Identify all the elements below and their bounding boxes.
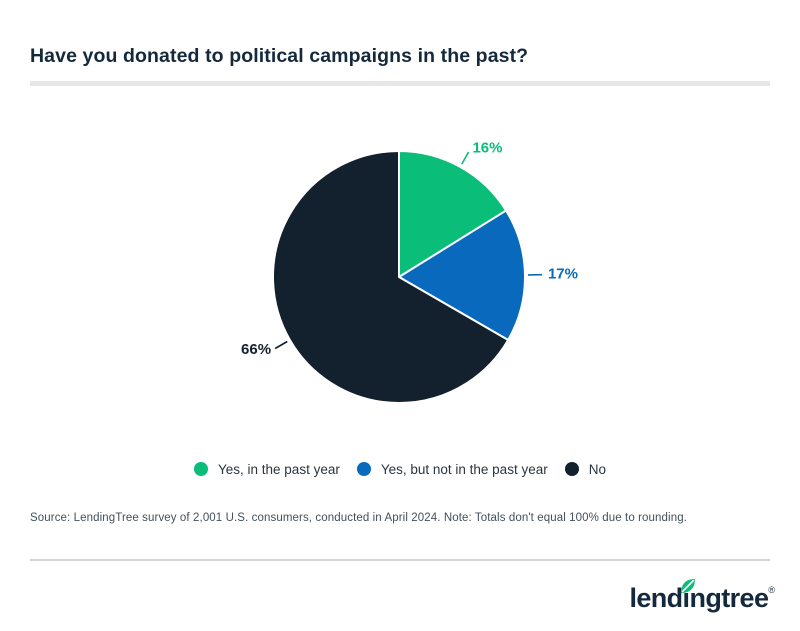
slice-label-no: 66%	[241, 340, 272, 358]
title-divider	[30, 81, 770, 86]
slice-label-yes-past-year: 16%	[472, 139, 503, 157]
pie-slice-1	[398, 209, 526, 341]
legend-label: No	[588, 461, 606, 477]
leaf-icon	[681, 579, 696, 593]
slice-leader-line-0	[461, 151, 470, 165]
legend-dot-icon	[194, 462, 208, 476]
chart-title: Have you donated to political campaigns …	[30, 45, 529, 67]
registered-trademark-icon: ®	[768, 585, 775, 595]
pie-chart: 16% 17% 66%	[241, 121, 578, 433]
pie-svg	[272, 150, 542, 404]
lendingtree-logo: lendingtree®	[629, 579, 775, 613]
source-note: Source: LendingTree survey of 2,001 U.S.…	[30, 512, 687, 524]
legend-label: Yes, but not in the past year	[380, 461, 548, 477]
legend-item-no: No	[564, 461, 606, 477]
logo-wordmark: lendingtree	[629, 583, 769, 613]
legend-item-yes-past-year: Yes, in the past year	[194, 462, 340, 477]
slice-leader-line-2	[274, 340, 288, 350]
legend-dot-icon	[564, 462, 579, 476]
legend-dot-icon	[356, 462, 371, 476]
slice-label-yes-not-past-year: 17%	[547, 265, 578, 283]
pie-slice-2	[272, 150, 510, 404]
footer-divider	[30, 559, 770, 561]
legend: Yes, in the past year Yes, but not in th…	[0, 455, 800, 483]
pie-slice-0	[398, 150, 508, 278]
legend-item-yes-not-past-year: Yes, but not in the past year	[356, 461, 548, 477]
legend-label: Yes, in the past year	[218, 461, 340, 477]
